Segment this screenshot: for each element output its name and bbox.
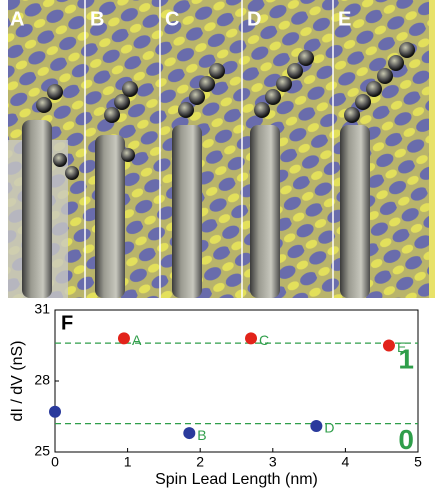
- data-point: [382, 339, 395, 352]
- point-label: D: [324, 420, 334, 436]
- panel-label: F: [61, 312, 73, 334]
- level-label: 1: [398, 344, 414, 375]
- x-tick-label: 1: [124, 454, 132, 470]
- panel-label: A: [10, 8, 24, 30]
- y-tick-label: 28: [34, 372, 50, 388]
- x-tick-label: 5: [414, 454, 422, 470]
- data-point: [310, 419, 323, 432]
- y-axis-label: dI / dV (nS): [9, 341, 26, 422]
- data-point: [117, 332, 130, 345]
- panel-a: [8, 84, 79, 298]
- panel-b: [95, 81, 138, 298]
- plot-frame: [54, 309, 419, 453]
- data-point: [49, 405, 61, 418]
- panel-e: [340, 42, 415, 298]
- point-label: B: [197, 427, 206, 443]
- x-tick-label: 0: [51, 454, 59, 470]
- data-point: [183, 427, 196, 440]
- chart: 0 1 2 3 4 5 25 28 31 Spin Lead Length (nm) dI / dV…: [9, 301, 422, 489]
- panel-c: [172, 63, 225, 298]
- panel-label: D: [247, 8, 261, 30]
- point-label: E: [397, 339, 406, 355]
- y-tick-label: 25: [34, 443, 50, 459]
- x-axis-label: Spin Lead Length (nm): [155, 471, 318, 488]
- panel-label: E: [338, 8, 351, 30]
- x-tick-label: 2: [196, 454, 204, 470]
- point-label: A: [132, 332, 142, 348]
- panel-labels: A B C D E: [10, 8, 351, 30]
- x-tick-label: 3: [269, 454, 277, 470]
- panel-dividers: [84, 0, 334, 298]
- color-bar: [429, 0, 435, 298]
- panel-label: C: [165, 8, 179, 30]
- y-tick-label: 31: [34, 301, 50, 317]
- point-label: C: [259, 332, 269, 348]
- panel-d: [250, 50, 314, 298]
- stm-images: [8, 0, 435, 298]
- x-tick-label: 4: [342, 454, 350, 470]
- level-label: 0: [398, 424, 414, 455]
- panel-label: B: [90, 8, 104, 30]
- data-point: [245, 332, 258, 345]
